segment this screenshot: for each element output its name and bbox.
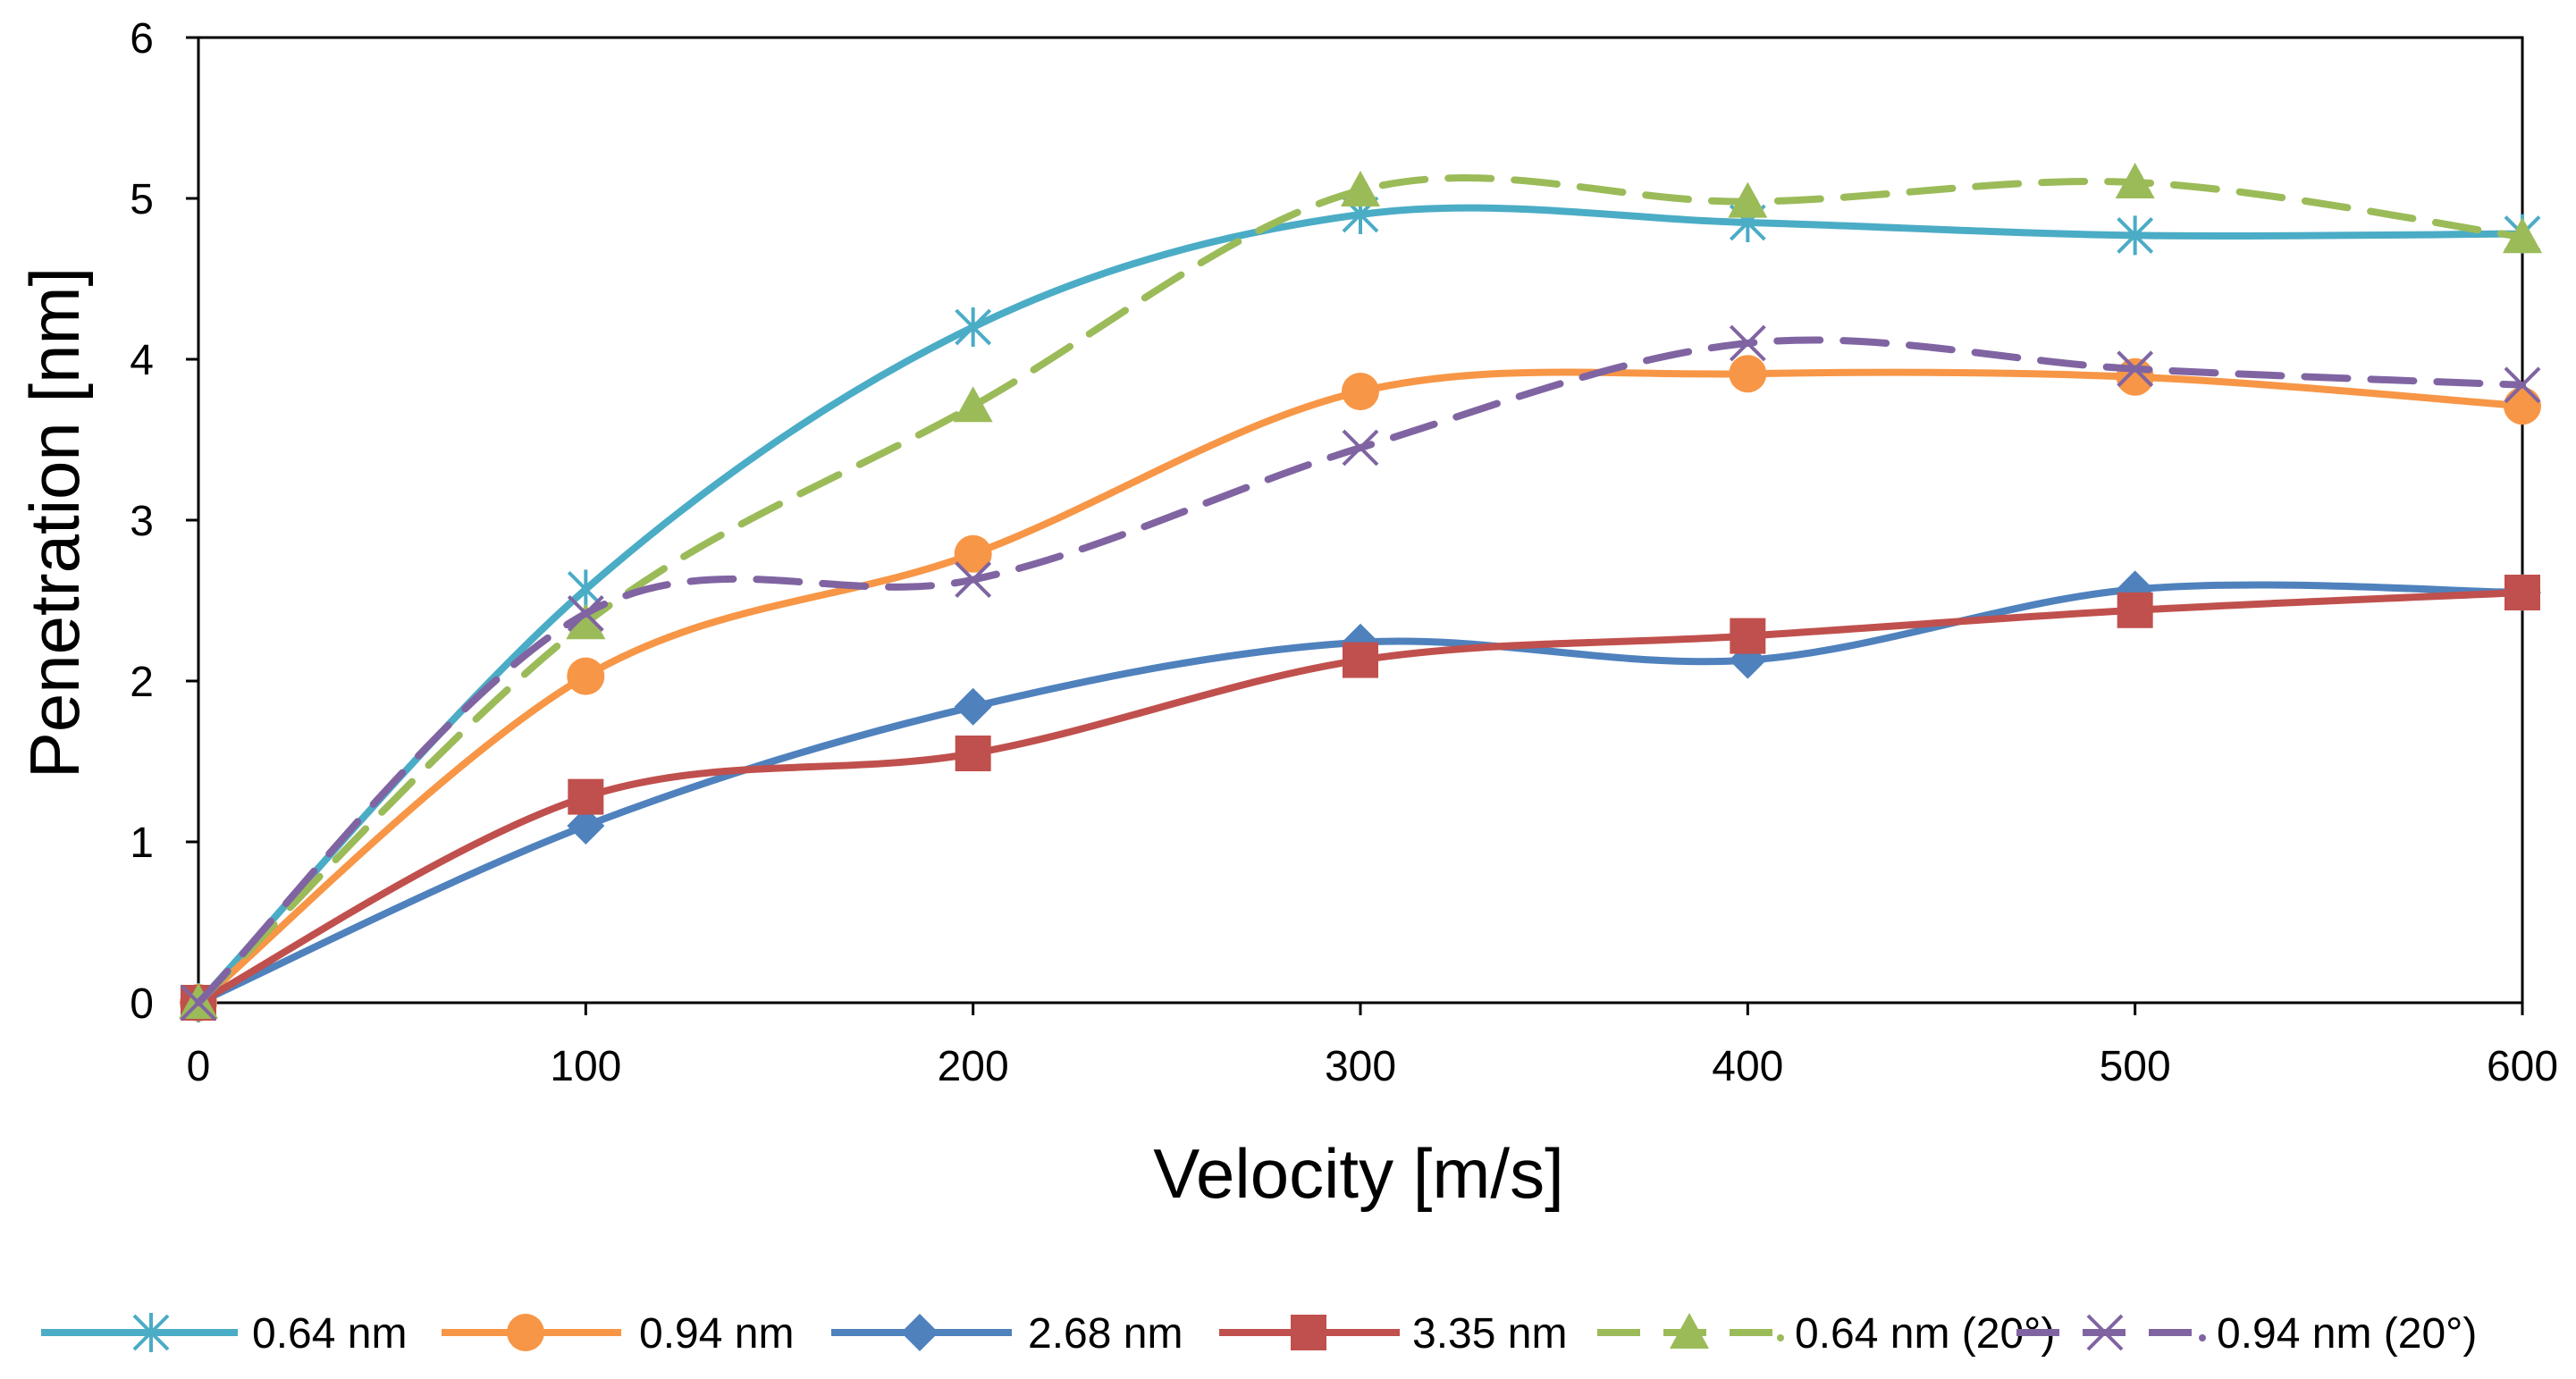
x-tick-label: 500 <box>2100 1043 2171 1090</box>
legend-item: 0.64 nm <box>41 1310 407 1358</box>
data-point <box>1343 642 1378 678</box>
x-tick-label: 100 <box>550 1043 621 1090</box>
x-axis-title: Velocity [m/s] <box>1153 1134 1563 1213</box>
legend-label: 0.94 nm (20°) <box>2217 1310 2477 1358</box>
legend-label: 0.94 nm <box>639 1310 794 1358</box>
legend-item: 0.94 nm (20°) <box>2016 1310 2477 1358</box>
data-point <box>1729 324 1766 362</box>
series-6 <box>180 324 2541 1022</box>
y-axis-ticks: 0 1 2 3 4 5 6 <box>130 15 198 1028</box>
data-point <box>180 984 217 1022</box>
legend-marker <box>2086 1314 2124 1351</box>
y-tick-label: 1 <box>130 820 154 867</box>
y-tick-label: 4 <box>130 337 154 384</box>
data-point <box>2504 366 2541 404</box>
data-point <box>1728 181 1768 218</box>
data-point <box>2503 217 2542 254</box>
y-tick-label: 2 <box>130 659 154 706</box>
data-point <box>955 561 992 599</box>
legend-marker <box>1291 1315 1326 1350</box>
y-tick-label: 6 <box>130 15 154 63</box>
legend-marker <box>1670 1313 1709 1349</box>
data-point <box>568 778 604 815</box>
legend-label: 0.64 nm <box>252 1310 407 1358</box>
data-point <box>1342 429 1379 467</box>
data-point <box>567 657 605 695</box>
y-axis-title: Penetration [nm] <box>15 267 94 778</box>
data-point <box>953 386 993 423</box>
x-tick-label: 400 <box>1712 1043 1783 1090</box>
y-tick-label: 0 <box>130 980 154 1028</box>
data-point <box>1729 355 1767 393</box>
x-axis-ticks: 0 100 200 300 400 500 600 <box>187 1003 2558 1090</box>
data-point <box>2115 163 2155 198</box>
legend-label: 2.68 nm <box>1028 1310 1183 1358</box>
series-5 <box>179 163 2542 1019</box>
series-line <box>195 336 2526 1006</box>
data-point <box>955 307 992 347</box>
legend: 0.64 nm 0.94 nm 2.68 nm 3.35 nm 0.64 nm (20°… <box>41 1310 2477 1358</box>
x-tick-label: 200 <box>938 1043 1009 1090</box>
legend-item: 3.35 nm <box>1219 1310 1567 1358</box>
legend-item: 2.68 nm <box>831 1310 1183 1358</box>
legend-dot <box>2199 1334 2206 1341</box>
x-tick-label: 300 <box>1325 1043 1396 1090</box>
data-point <box>1341 171 1380 206</box>
x-tick-label: 600 <box>2487 1043 2558 1090</box>
legend-marker <box>132 1313 170 1352</box>
data-point <box>2117 592 2153 628</box>
data-point <box>2116 357 2154 396</box>
legend-dot <box>1777 1334 1784 1341</box>
data-point <box>955 736 991 771</box>
y-tick-label: 3 <box>130 498 154 545</box>
data-point <box>954 534 992 573</box>
legend-label: 3.35 nm <box>1412 1310 1567 1358</box>
data-point <box>2504 575 2540 610</box>
series-4 <box>181 575 2540 1021</box>
data-point <box>566 603 606 640</box>
data-point <box>1342 373 1379 410</box>
data-point <box>567 594 604 632</box>
legend-marker <box>901 1314 939 1351</box>
legend-item: 0.64 nm (20°) <box>1597 1310 2055 1358</box>
data-point <box>567 807 605 845</box>
data-point <box>2117 350 2154 388</box>
data-point <box>2504 387 2541 425</box>
y-tick-label: 5 <box>130 176 154 223</box>
x-tick-label: 0 <box>187 1043 211 1090</box>
series-layer <box>179 163 2542 1022</box>
legend-label: 0.64 nm (20°) <box>1795 1310 2055 1358</box>
legend-item: 0.94 nm <box>442 1310 794 1358</box>
data-point <box>2117 215 2154 256</box>
series-line <box>195 204 2526 1006</box>
data-point <box>1730 618 1766 654</box>
legend-marker <box>507 1314 544 1351</box>
data-point <box>954 687 992 726</box>
